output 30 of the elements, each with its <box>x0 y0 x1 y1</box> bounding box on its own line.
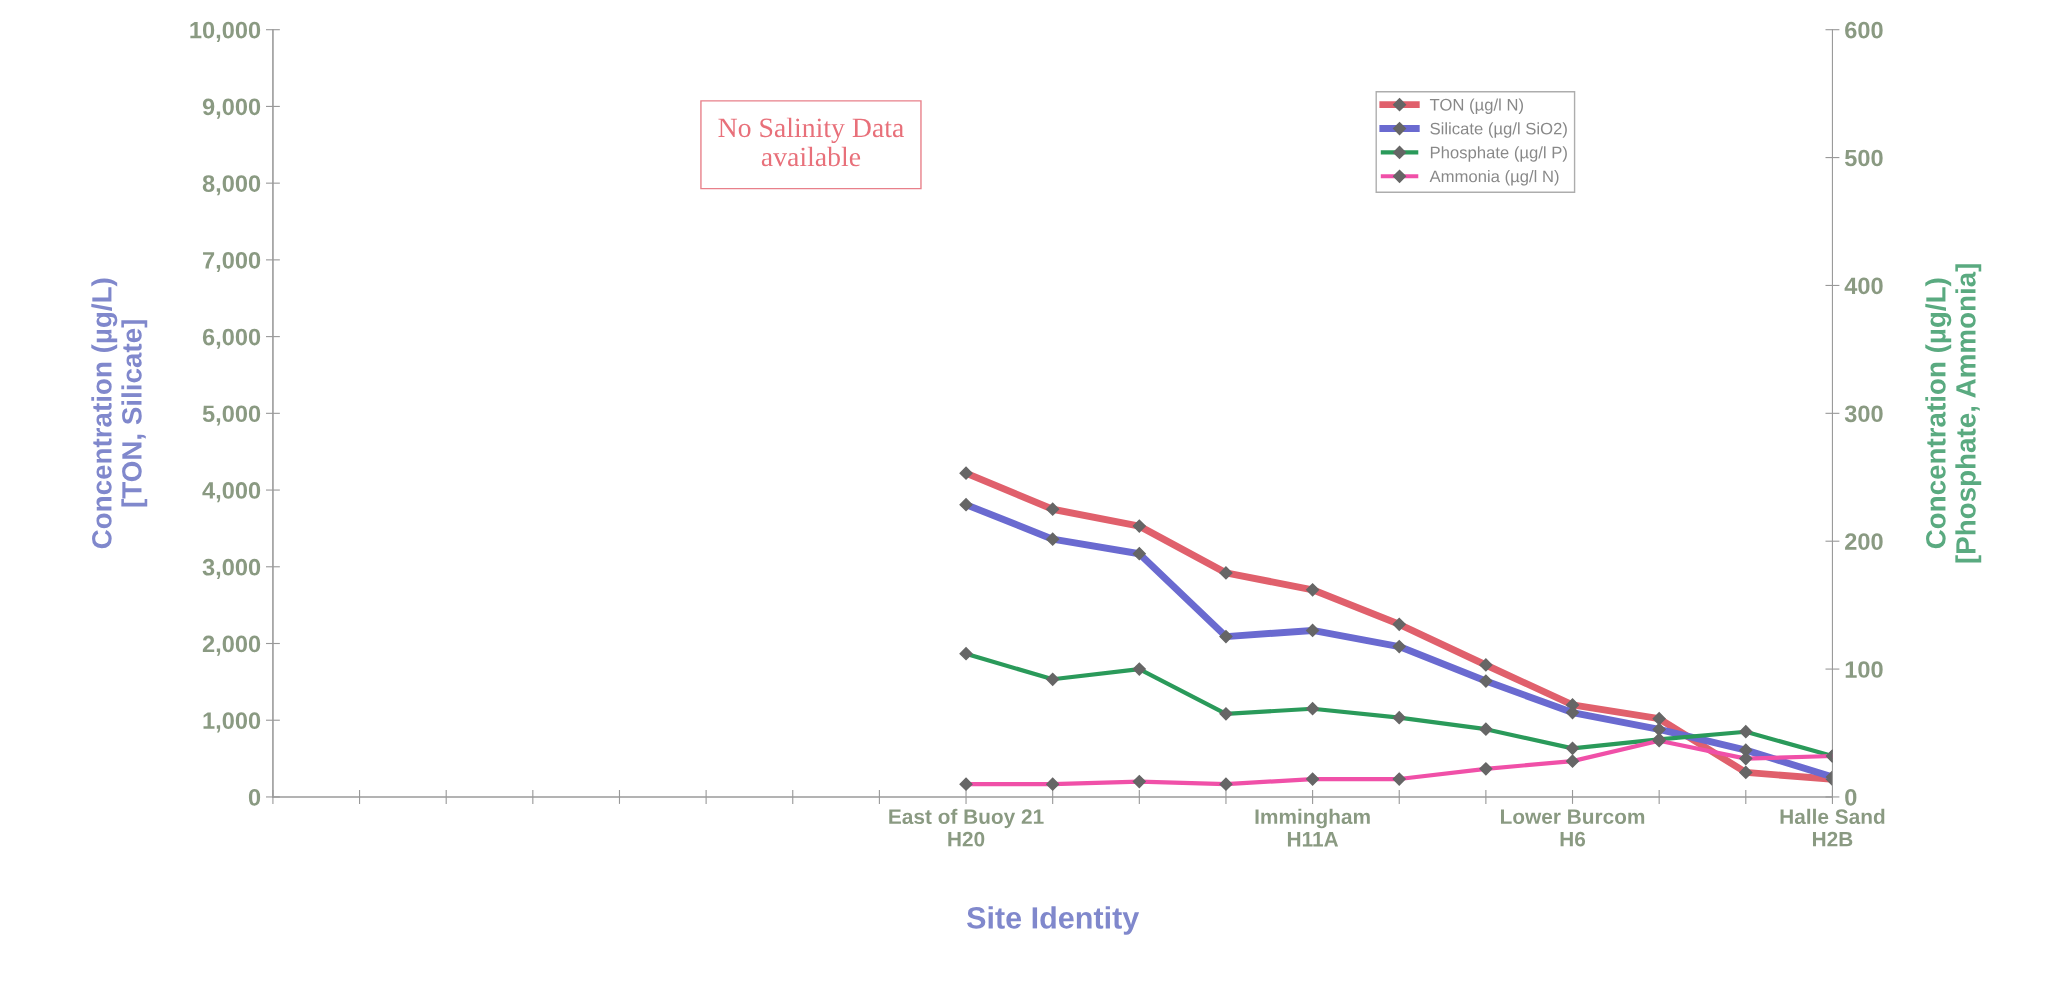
x-tick-label: Immingham H11A <box>1255 808 1370 847</box>
legend-label: TON (µg/l N) <box>1429 98 1523 114</box>
legend-label: Silicate (µg/l SiO2) <box>1430 122 1567 138</box>
y2-tick-label: 500 <box>1844 149 1883 167</box>
y2-axis-title: Concentration (µg/L) [Phosphate, Ammonia] <box>1925 264 1982 563</box>
y-tick-label: 8,000 <box>202 175 261 196</box>
y-tick-label: 1,000 <box>203 712 261 733</box>
annotation: No Salinity Data available <box>718 117 904 167</box>
y-tick-label: 2,000 <box>202 635 261 656</box>
y2-tick-label: 600 <box>1845 21 1883 39</box>
x-tick-label: Lower Burcom H6 <box>1500 809 1645 847</box>
y-tick-label: 10,000 <box>190 21 261 42</box>
y-tick-label: 0 <box>248 789 261 806</box>
y-tick-label: 7,000 <box>203 251 261 273</box>
x-tick-label: East of Buoy 21 H20 <box>889 808 1044 847</box>
legend-label: Ammonia (µg/l N) <box>1429 170 1559 186</box>
y2-tick-label: 0 <box>1845 789 1857 806</box>
y2-tick-label: 300 <box>1844 405 1883 423</box>
y-tick-label: 3,000 <box>202 558 261 579</box>
legend-label: Phosphate (µg/l P) <box>1430 146 1567 162</box>
y-tick-label: 4,000 <box>202 482 261 503</box>
y2-tick-label: 200 <box>1845 533 1883 550</box>
y-tick-label: 5,000 <box>202 405 261 426</box>
y-tick-label: 9,000 <box>202 98 261 119</box>
y2-tick-label: 400 <box>1844 277 1883 295</box>
y-axis-title: Concentration (µg/L) [TON, Silicate] <box>91 278 148 549</box>
y-tick-label: 6,000 <box>202 328 261 349</box>
x-tick-label: Halle Sand H2B <box>1780 808 1885 847</box>
x-axis-title: Site Identity <box>966 906 1140 935</box>
y2-tick-label: 100 <box>1845 661 1883 678</box>
